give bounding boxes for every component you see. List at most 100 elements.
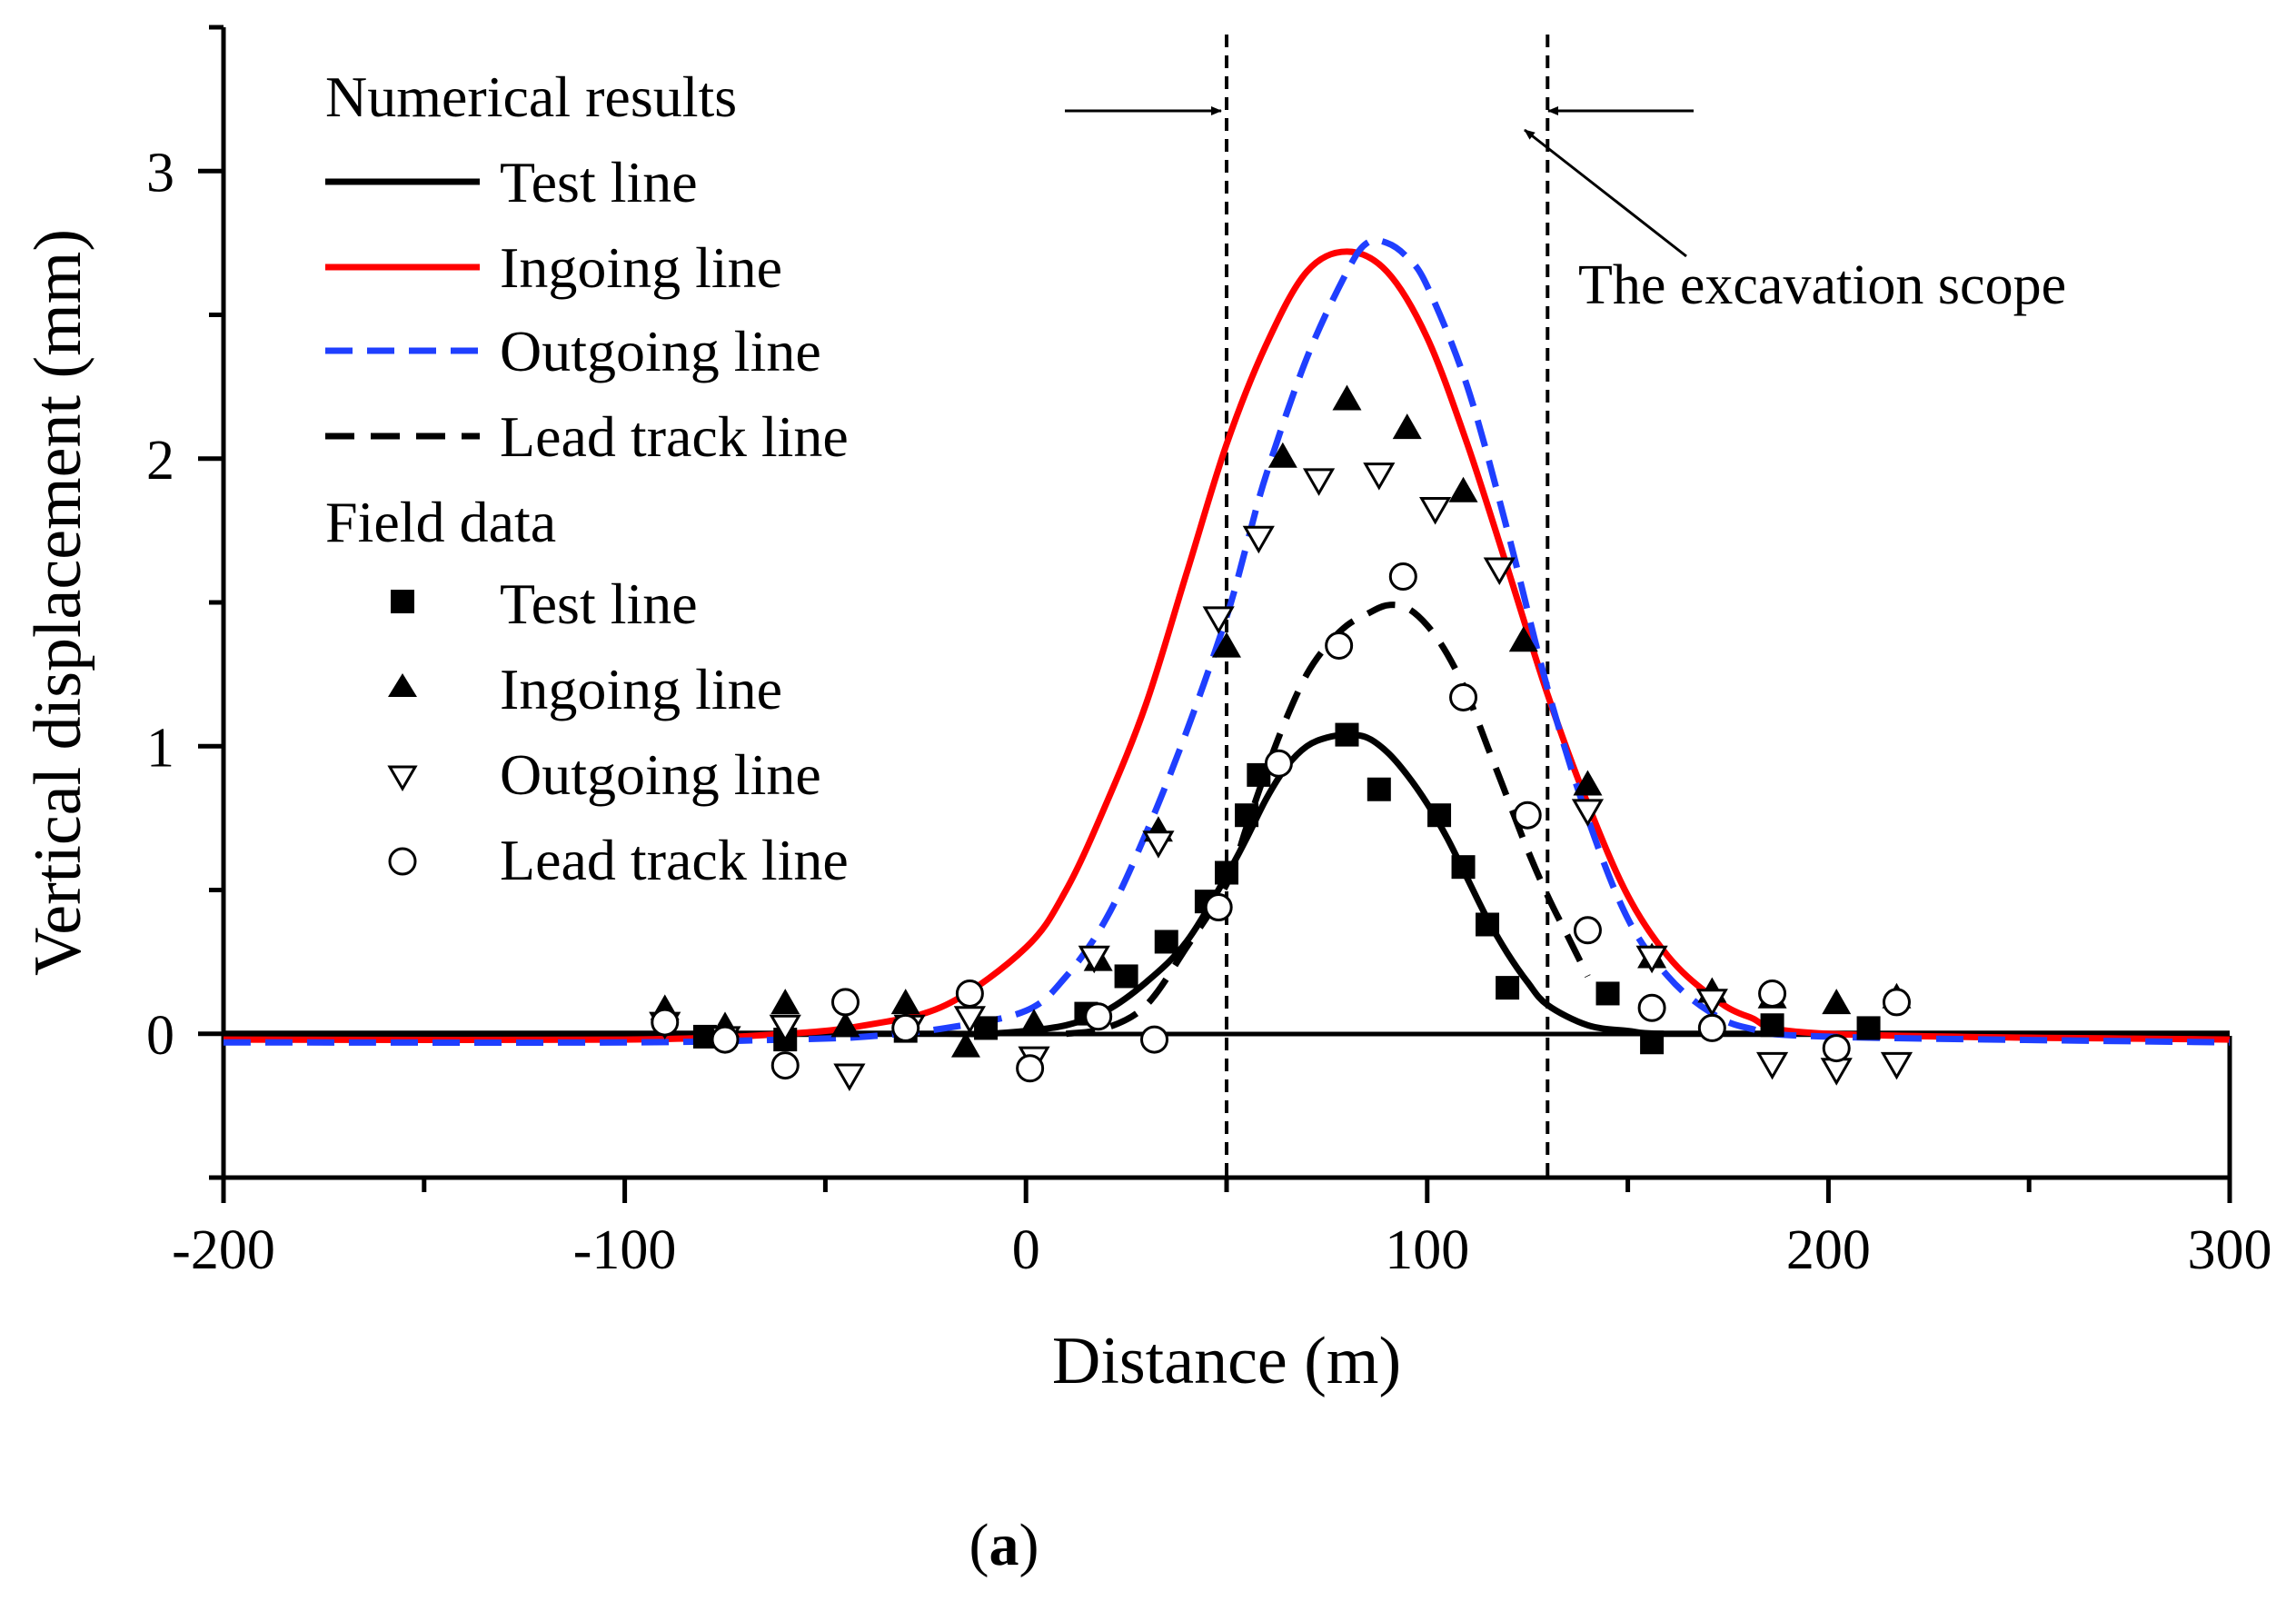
ingoing-line-field-point	[950, 1031, 980, 1058]
lead-track-line-field-point	[1637, 993, 1666, 1022]
field-data-markers	[649, 384, 1913, 1092]
ingoing-line-field-point	[830, 1011, 860, 1038]
lead-track-line-field-point	[1140, 1025, 1169, 1054]
test-line-curve	[224, 731, 2230, 1038]
lead-track-line-field-point	[1573, 916, 1602, 945]
y-tick-label: 3	[146, 142, 174, 204]
test-line-field-point	[1856, 1016, 1881, 1040]
ingoing-line-field-point	[1019, 1009, 1049, 1035]
test-line-field-point	[974, 1016, 999, 1040]
axis-tick-labels: -200 -100 0 100 200 300 0 1 2 3	[146, 142, 2272, 1281]
ingoing-line-field-point	[1332, 384, 1362, 411]
outgoing-line-curve	[224, 236, 2230, 1046]
legend-marker-outgoing-line-field	[387, 765, 418, 791]
outgoing-line-field-point	[1302, 468, 1336, 496]
legend-label-test-line-field: Test line	[500, 572, 698, 636]
lead-track-line-field-point	[1325, 631, 1354, 660]
legend-label-ingoing-line-field: Ingoing line	[500, 657, 782, 721]
lead-track-line-field-point	[1882, 988, 1911, 1017]
outgoing-line-field-point	[1483, 557, 1516, 586]
outgoing-line-field-point	[1571, 799, 1605, 827]
y-tick-label: 0	[146, 1005, 174, 1067]
outgoing-line-field-point	[1142, 830, 1175, 859]
lead-track-line-field-point	[1513, 801, 1542, 830]
ingoing-line-field-point	[1573, 770, 1603, 796]
test-line-field-point	[1235, 803, 1259, 828]
ingoing-line-field-point	[1508, 626, 1538, 652]
lead-track-line-field-point	[770, 1051, 800, 1080]
test-line-field-point	[1335, 722, 1359, 747]
outgoing-line-field-point	[1078, 945, 1110, 974]
lead-track-line-field-point	[955, 979, 984, 1008]
test-line-field-point	[1496, 976, 1520, 1000]
outgoing-line-field-point	[833, 1063, 866, 1092]
legend: Numerical results Test line Ingoing line…	[325, 65, 849, 892]
legend-label-lead-track-line-curve: Lead track line	[500, 404, 849, 469]
axis-ticks	[198, 25, 2232, 1203]
lead-track-line-field-point	[1016, 1054, 1045, 1083]
outgoing-line-field-point	[1419, 497, 1452, 525]
lead-track-line-field-point	[711, 1025, 740, 1054]
test-line-field-point	[1114, 964, 1138, 989]
legend-label-test-line-curve: Test line	[500, 150, 698, 214]
outgoing-line-field-point	[1755, 1051, 1789, 1080]
test-line-field-point	[1476, 912, 1500, 937]
legend-label-ingoing-line-curve: Ingoing line	[500, 235, 782, 300]
x-tick-label: 0	[1012, 1219, 1040, 1281]
ingoing-line-field-point	[890, 989, 920, 1015]
outgoing-line-field-point	[1635, 945, 1668, 974]
lead-track-line-field-point	[1822, 1034, 1851, 1063]
excavation-scope-label: The excavation scope	[1578, 254, 2066, 316]
x-tick-label: 200	[1786, 1219, 1871, 1281]
test-line-field-point	[1427, 803, 1452, 828]
ingoing-line-field-point	[1448, 476, 1478, 502]
outgoing-line-field-point	[1363, 462, 1396, 491]
lead-track-line-field-point	[1449, 682, 1478, 711]
y-axis-title: Vertical displacement (mm)	[21, 229, 95, 976]
legend-group-numerical-results: Numerical results	[325, 65, 737, 129]
legend-marker-lead-track-line-field	[388, 847, 417, 876]
lead-track-line-field-point	[1758, 979, 1787, 1008]
lead-track-line-field-point	[1084, 1002, 1113, 1031]
test-line-field-point	[1760, 1013, 1784, 1038]
lead-track-line-field-point	[1388, 562, 1417, 592]
ingoing-line-field-point	[1392, 413, 1422, 440]
ingoing-line-field-point	[1212, 631, 1241, 658]
excavation-annotation-pointer	[1524, 128, 1687, 258]
outgoing-line-field-point	[769, 1014, 801, 1043]
test-line-field-point	[1367, 777, 1391, 801]
panel-label: (a)	[969, 1512, 1039, 1578]
y-tick-label: 2	[146, 430, 174, 492]
legend-marker-test-line-field	[391, 590, 414, 613]
panel-label-letter: a	[989, 1512, 1019, 1578]
test-line-field-point	[1451, 855, 1476, 880]
excavation-scope: The excavation scope	[1065, 35, 2066, 1178]
lead-track-line-field-point	[891, 1013, 920, 1042]
outgoing-line-field-point	[1242, 525, 1275, 554]
legend-label-outgoing-line-field: Outgoing line	[500, 742, 821, 807]
x-tick-label: 100	[1385, 1219, 1469, 1281]
ingoing-line-field-point	[1267, 442, 1297, 468]
test-line-field-point	[1154, 930, 1178, 954]
lead-track-line-field-point	[1697, 1013, 1726, 1042]
outgoing-line-field-point	[1820, 1058, 1853, 1086]
lead-track-line-field-point	[651, 1008, 680, 1037]
legend-marker-ingoing-line-field	[388, 673, 417, 697]
legend-group-field-data: Field data	[325, 490, 556, 554]
y-tick-label: 1	[146, 717, 174, 779]
test-line-field-point	[1640, 1030, 1665, 1055]
test-line-field-point	[1215, 860, 1238, 885]
ingoing-line-field-point	[1822, 989, 1852, 1015]
x-tick-label: 300	[2188, 1219, 2272, 1281]
lead-track-line-field-point	[1264, 749, 1293, 778]
x-tick-label: -100	[573, 1219, 677, 1281]
legend-label-outgoing-line-curve: Outgoing line	[500, 319, 821, 383]
lead-track-line-field-point	[1204, 892, 1233, 921]
outgoing-line-field-point	[1880, 1051, 1913, 1080]
x-tick-label: -200	[172, 1219, 275, 1281]
ingoing-line-field-point	[770, 989, 800, 1015]
lead-track-line-field-point	[830, 988, 860, 1017]
test-line-field-point	[1595, 981, 1620, 1006]
outgoing-line-field-point	[1202, 606, 1235, 634]
